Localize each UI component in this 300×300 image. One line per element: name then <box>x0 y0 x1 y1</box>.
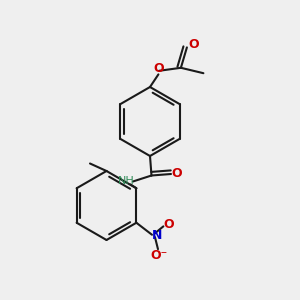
Text: O: O <box>164 218 174 231</box>
Text: O: O <box>188 38 199 52</box>
Text: O: O <box>171 167 182 180</box>
Text: O: O <box>153 62 164 76</box>
Text: N: N <box>152 229 163 242</box>
Text: NH: NH <box>118 176 135 186</box>
Text: O⁻: O⁻ <box>151 249 168 262</box>
